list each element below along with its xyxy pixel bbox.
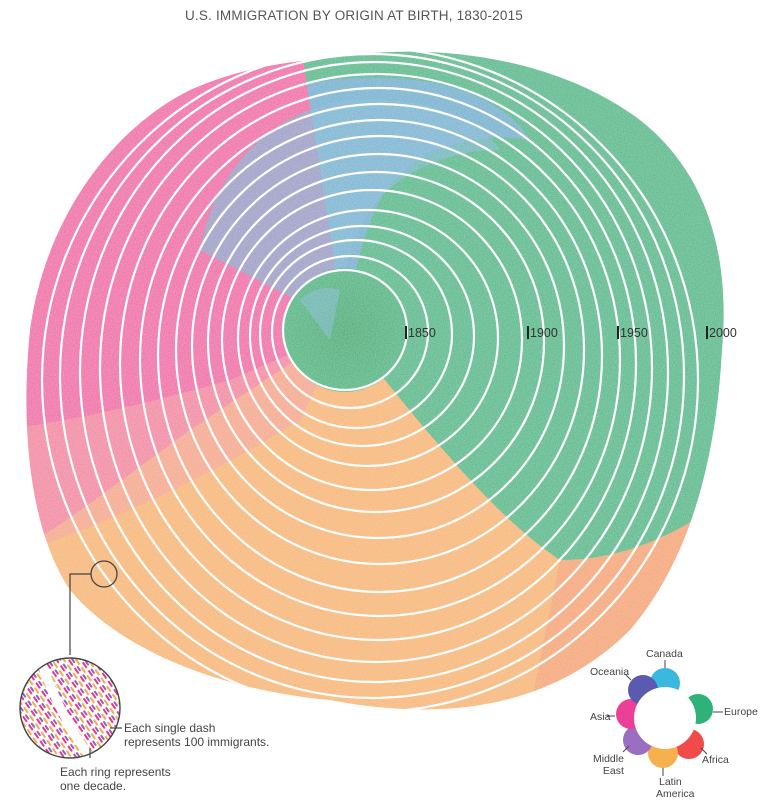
legend-label-europe: Europe — [724, 706, 758, 718]
dash-note-line1: Each single dash — [124, 721, 216, 735]
year-marker-1900: 1900 — [527, 326, 558, 340]
chart-title: U.S. IMMIGRATION BY ORIGIN AT BIRTH, 183… — [184, 8, 524, 23]
legend-label-middle-east: Middle East — [593, 753, 624, 777]
legend-label-africa: Africa — [702, 754, 729, 766]
magnified-inset — [19, 657, 122, 759]
legend-label-latin-america-line2: America — [656, 788, 695, 800]
magnifier-leader-line — [69, 573, 91, 655]
ring-explanation-note: Each ring represents one decade. — [60, 765, 171, 793]
legend-label-middle-east-line2: East — [602, 765, 624, 777]
dash-note-line2: represents 100 immigrants. — [124, 735, 270, 749]
legend-label-latin-america: Latin America — [656, 776, 695, 800]
ring-note-line2: one decade. — [60, 779, 127, 793]
year-marker-1950: 1950 — [617, 326, 648, 340]
ring-note-line1: Each ring represents — [60, 765, 171, 779]
year-marker-1850: 1850 — [405, 326, 436, 340]
legend-label-canada: Canada — [646, 648, 683, 660]
legend-label-oceania: Oceania — [590, 666, 630, 678]
legend-label-middle-east-line1: Middle — [593, 753, 624, 765]
region-legend-wheel — [607, 660, 723, 776]
legend-label-latin-america-line1: Latin — [659, 776, 682, 788]
decade-rings — [40, 46, 700, 714]
year-marker-2000: 2000 — [706, 326, 737, 340]
legend-label-asia: Asia — [590, 711, 611, 723]
dash-explanation-note: Each single dash represents 100 immigran… — [124, 721, 269, 749]
